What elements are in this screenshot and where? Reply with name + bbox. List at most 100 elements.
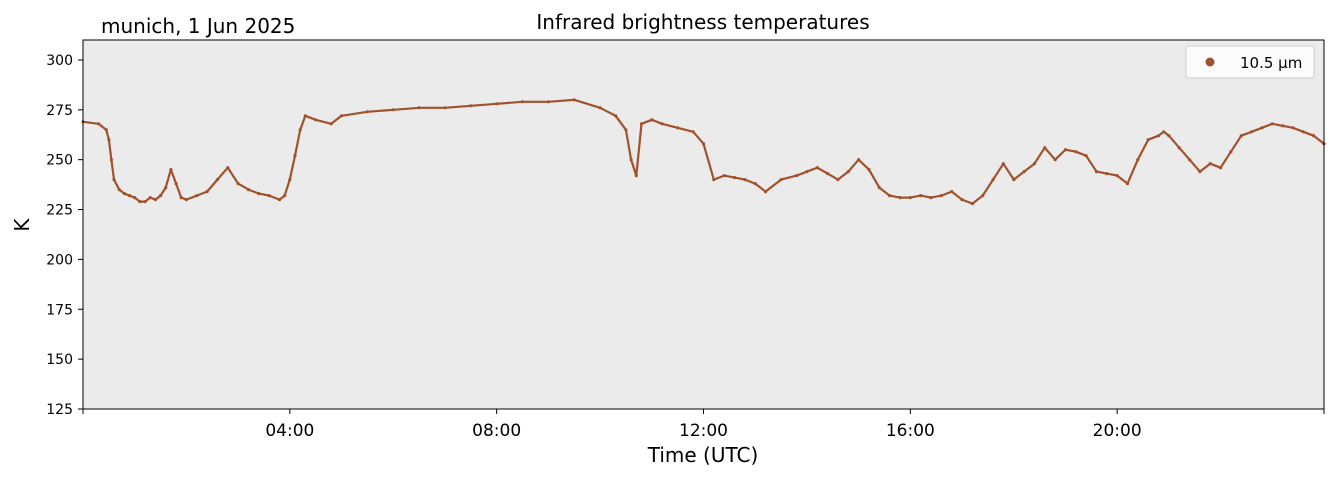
data-point	[246, 188, 251, 192]
data-point	[112, 178, 116, 182]
data-point	[660, 122, 664, 126]
data-point	[732, 176, 737, 180]
data-point	[109, 158, 113, 162]
data-point	[1022, 170, 1026, 174]
data-point	[1260, 126, 1264, 130]
x-tick-label: 20:00	[1093, 421, 1142, 441]
data-point	[929, 196, 933, 200]
data-point	[950, 190, 954, 194]
data-point	[826, 172, 830, 176]
data-point	[1177, 146, 1181, 150]
data-point	[676, 126, 680, 130]
data-point	[1001, 162, 1006, 166]
data-point	[520, 100, 525, 104]
data-point	[753, 182, 757, 186]
data-point	[329, 122, 333, 126]
data-point	[908, 196, 912, 200]
data-point	[743, 178, 747, 182]
data-point	[1162, 130, 1166, 134]
data-point	[1229, 150, 1233, 154]
data-point	[365, 110, 369, 114]
data-point	[96, 122, 101, 126]
data-point	[298, 128, 302, 132]
data-point	[179, 196, 183, 200]
data-point	[314, 118, 318, 122]
data-point	[293, 154, 297, 158]
data-point	[572, 98, 576, 102]
y-tick-label: 175	[46, 302, 73, 318]
legend-marker	[1205, 57, 1215, 67]
data-point	[469, 104, 473, 108]
data-point	[846, 170, 850, 174]
data-point	[443, 106, 447, 110]
data-point	[970, 202, 975, 206]
data-point	[763, 190, 768, 194]
data-point	[1105, 172, 1109, 176]
data-point	[1136, 158, 1140, 162]
data-point	[634, 174, 638, 178]
data-point	[1208, 162, 1212, 166]
data-point	[391, 108, 395, 112]
data-point	[1188, 158, 1192, 162]
data-point	[779, 178, 783, 182]
y-tick-label: 300	[46, 53, 73, 69]
data-point	[1270, 122, 1274, 126]
data-point	[1301, 130, 1305, 134]
data-point	[236, 182, 240, 186]
data-point	[898, 196, 902, 200]
data-point	[257, 192, 261, 196]
legend-label: 10.5 µm	[1240, 54, 1302, 72]
data-point	[267, 194, 271, 198]
data-point	[815, 166, 819, 170]
chart-title: Infrared brightness temperatures	[536, 10, 869, 34]
data-point	[1312, 134, 1316, 138]
x-tick-label: 12:00	[679, 421, 728, 441]
data-point	[143, 200, 147, 204]
data-point	[960, 198, 964, 202]
data-point	[639, 122, 644, 126]
data-point	[857, 158, 861, 162]
data-point	[888, 194, 892, 198]
y-tick-label: 125	[46, 402, 73, 418]
data-point	[205, 190, 209, 194]
data-point	[877, 186, 881, 190]
y-axis: 125 150 175 200 225 250 275 300	[46, 53, 83, 418]
data-point	[153, 198, 157, 202]
y-tick-label: 250	[46, 153, 73, 169]
data-point	[1063, 148, 1068, 152]
corner-label: munich, 1 Jun 2025	[101, 14, 295, 38]
data-point	[691, 130, 695, 134]
legend: 10.5 µm	[1185, 45, 1315, 79]
y-tick-label: 200	[46, 252, 73, 268]
data-point	[650, 118, 654, 122]
data-point	[184, 198, 188, 202]
data-point	[1074, 150, 1078, 154]
data-point	[133, 196, 137, 200]
data-point	[1167, 134, 1171, 138]
data-point	[1115, 174, 1119, 178]
data-point	[867, 168, 871, 172]
x-tick-label: 04:00	[265, 421, 314, 441]
data-point	[127, 194, 132, 198]
data-point	[107, 138, 111, 142]
data-point	[939, 194, 944, 198]
data-point	[1146, 138, 1150, 142]
data-point	[1032, 162, 1036, 166]
data-point	[226, 166, 230, 170]
data-point	[546, 100, 551, 104]
data-point	[1012, 178, 1016, 182]
data-point	[836, 178, 840, 182]
x-axis-label: Time (UTC)	[647, 443, 759, 467]
x-tick-label: 16:00	[886, 421, 935, 441]
data-point	[283, 194, 287, 198]
data-point	[303, 114, 307, 118]
data-point	[1084, 154, 1088, 158]
data-point	[159, 194, 163, 198]
data-point	[919, 194, 923, 198]
data-point	[148, 196, 152, 200]
data-point	[1239, 134, 1243, 138]
data-point	[629, 158, 633, 162]
data-point	[795, 174, 799, 178]
plot-area	[83, 40, 1324, 409]
